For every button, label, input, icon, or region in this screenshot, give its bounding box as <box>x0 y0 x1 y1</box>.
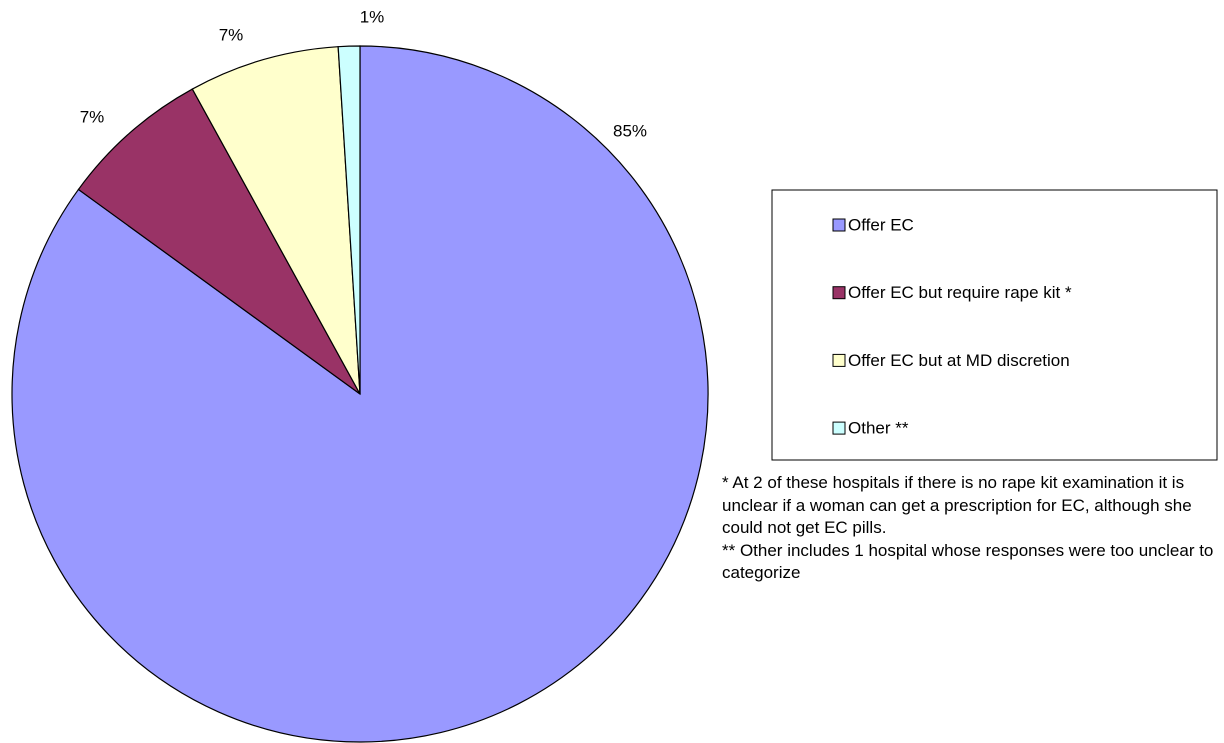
data-label: 7% <box>80 107 105 126</box>
pie-slice <box>337 45 361 395</box>
data-label: 1% <box>360 7 385 26</box>
footnote: ** Other includes 1 hospital whose respo… <box>722 540 1214 583</box>
pie-slice <box>191 46 361 395</box>
legend-swatch <box>832 286 846 300</box>
data-label: 85% <box>613 121 647 140</box>
legend-label: Offer EC but require rape kit * <box>848 283 1072 302</box>
legend-box <box>771 189 1218 461</box>
footnote: * At 2 of these hospitals if there is no… <box>722 473 1192 537</box>
pie-slice <box>11 45 709 743</box>
pie-slice <box>77 88 361 395</box>
footnotes: * At 2 of these hospitals if there is no… <box>722 472 1224 585</box>
legend-swatch <box>832 218 846 232</box>
legend-label: Offer EC but at MD discretion <box>848 351 1070 370</box>
legend-label: Offer EC <box>848 215 914 234</box>
data-label: 7% <box>219 25 244 44</box>
legend-label: Other ** <box>848 419 909 438</box>
legend-swatch <box>832 353 846 367</box>
legend-swatch <box>832 421 846 435</box>
